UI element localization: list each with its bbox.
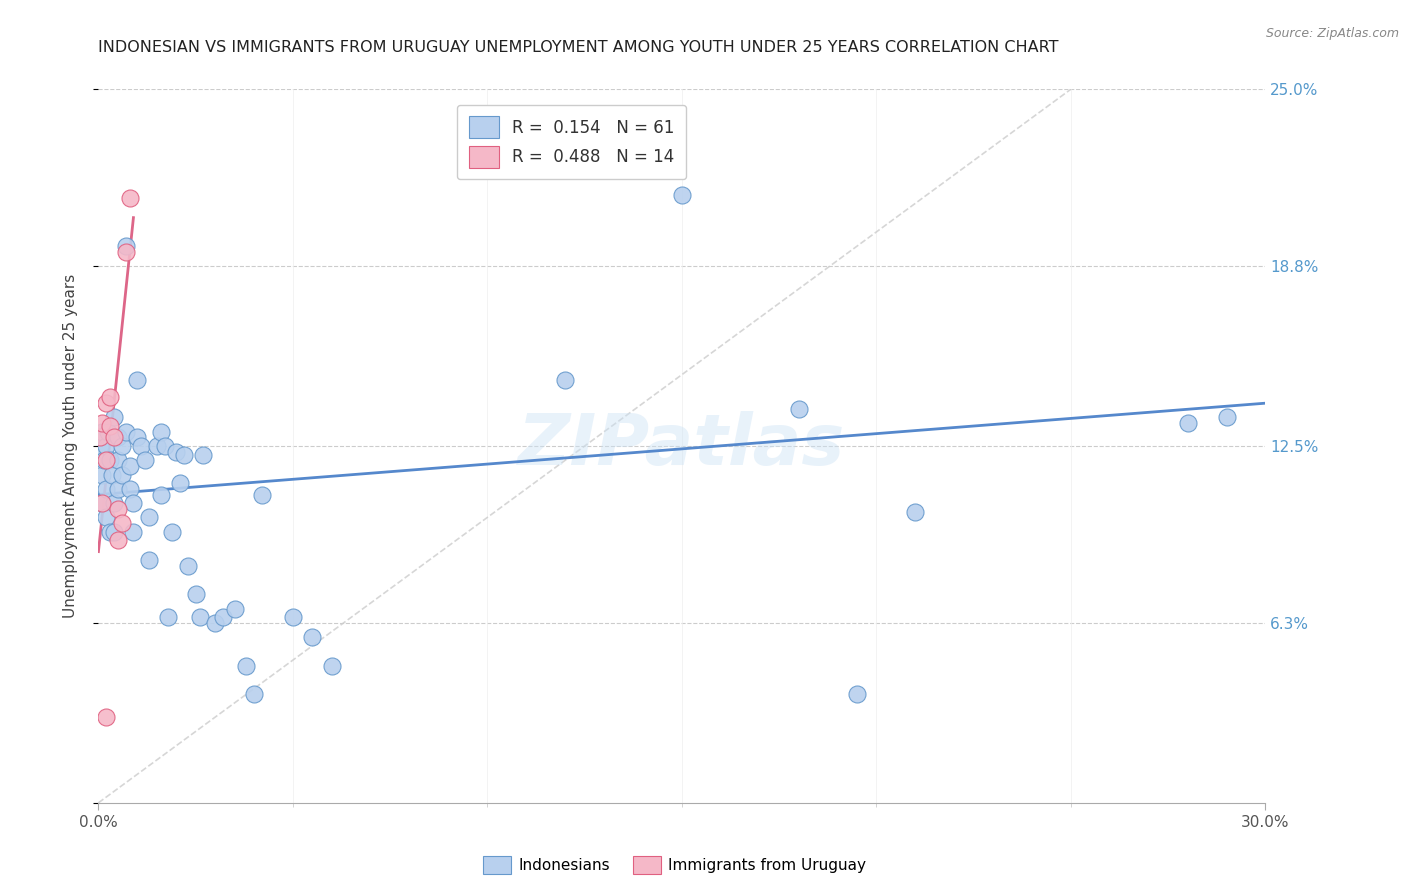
Point — [96, 396, 118, 410]
Point — [671, 187, 693, 202]
Point — [188, 610, 211, 624]
Point — [184, 587, 207, 601]
Point — [162, 524, 184, 539]
Legend: Indonesians, Immigrants from Uruguay: Indonesians, Immigrants from Uruguay — [478, 850, 872, 880]
Point — [127, 430, 149, 444]
Point — [243, 687, 266, 701]
Point — [129, 439, 152, 453]
Point — [111, 516, 134, 530]
Point — [91, 467, 114, 482]
Point — [114, 425, 136, 439]
Point — [97, 425, 120, 439]
Point — [96, 439, 118, 453]
Point — [122, 524, 145, 539]
Point — [169, 476, 191, 491]
Legend: R =  0.154   N = 61, R =  0.488   N = 14: R = 0.154 N = 61, R = 0.488 N = 14 — [457, 104, 686, 179]
Point — [96, 453, 118, 467]
Point — [111, 439, 134, 453]
Point — [301, 630, 323, 644]
Point — [98, 524, 121, 539]
Point — [904, 505, 927, 519]
Point — [250, 487, 273, 501]
Point — [103, 410, 125, 425]
Point — [103, 496, 125, 510]
Point — [114, 239, 136, 253]
Point — [204, 615, 226, 630]
Point — [114, 244, 136, 259]
Point — [146, 439, 169, 453]
Point — [98, 453, 121, 467]
Point — [138, 510, 160, 524]
Point — [165, 444, 187, 458]
Point — [91, 496, 114, 510]
Point — [122, 496, 145, 510]
Point — [98, 391, 121, 405]
Point — [193, 448, 215, 462]
Point — [107, 482, 129, 496]
Point — [153, 439, 176, 453]
Point — [91, 496, 114, 510]
Text: ZIPatlas: ZIPatlas — [519, 411, 845, 481]
Point — [91, 416, 114, 430]
Point — [118, 482, 141, 496]
Point — [96, 482, 118, 496]
Point — [96, 710, 118, 724]
Y-axis label: Unemployment Among Youth under 25 years: Unemployment Among Youth under 25 years — [63, 274, 77, 618]
Point — [103, 524, 125, 539]
Point — [321, 658, 343, 673]
Point — [149, 487, 172, 501]
Point — [212, 610, 235, 624]
Point — [118, 458, 141, 473]
Point — [554, 373, 576, 387]
Point — [787, 401, 810, 416]
Point — [134, 453, 156, 467]
Point — [281, 610, 304, 624]
Point — [846, 687, 869, 701]
Point — [103, 430, 125, 444]
Point — [127, 373, 149, 387]
Point — [1177, 416, 1199, 430]
Point — [111, 467, 134, 482]
Point — [138, 553, 160, 567]
Point — [235, 658, 257, 673]
Point — [91, 425, 114, 439]
Point — [93, 453, 115, 467]
Point — [1215, 410, 1237, 425]
Point — [89, 439, 111, 453]
Text: Source: ZipAtlas.com: Source: ZipAtlas.com — [1265, 27, 1399, 40]
Point — [177, 558, 200, 573]
Text: INDONESIAN VS IMMIGRANTS FROM URUGUAY UNEMPLOYMENT AMONG YOUTH UNDER 25 YEARS CO: INDONESIAN VS IMMIGRANTS FROM URUGUAY UN… — [98, 40, 1059, 55]
Point — [118, 191, 141, 205]
Point — [89, 430, 111, 444]
Point — [157, 610, 180, 624]
Point — [107, 430, 129, 444]
Point — [98, 419, 121, 434]
Point — [107, 533, 129, 548]
Point — [101, 467, 124, 482]
Point — [96, 510, 118, 524]
Point — [107, 453, 129, 467]
Point — [173, 448, 195, 462]
Point — [107, 501, 129, 516]
Point — [224, 601, 246, 615]
Point — [149, 425, 172, 439]
